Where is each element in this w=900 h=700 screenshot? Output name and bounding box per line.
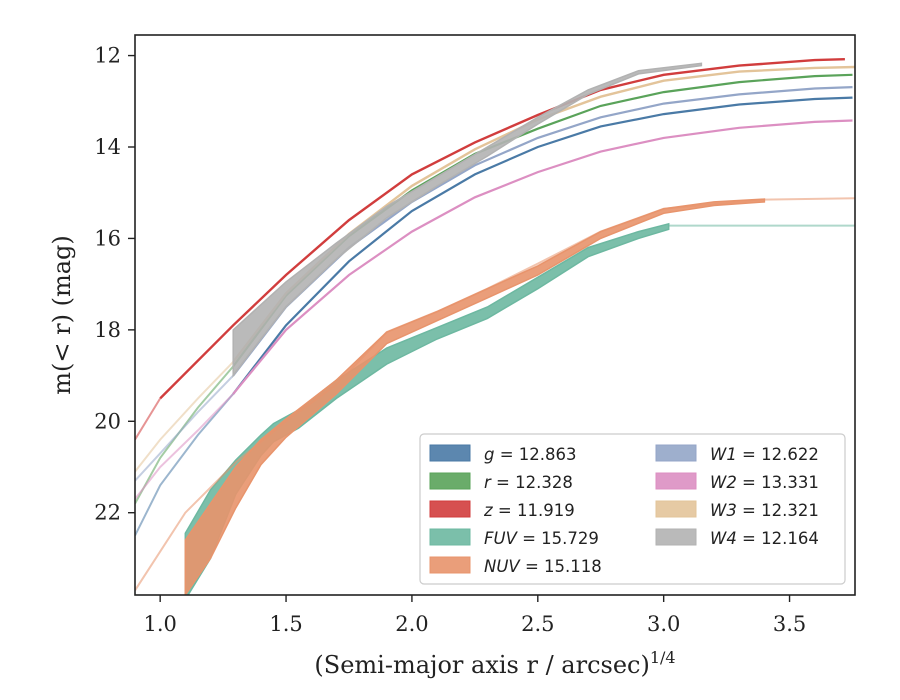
y-tick-label: 18 <box>94 318 121 342</box>
legend-label: r = 12.328 <box>484 473 573 492</box>
legend-swatch <box>655 472 697 490</box>
series-w1-extrapolation <box>135 374 234 482</box>
legend-swatch <box>655 500 697 518</box>
series-g-line <box>232 96 853 395</box>
legend-label: z = 11.919 <box>483 501 575 520</box>
legend-swatch <box>655 528 697 546</box>
x-tick-label: 2.5 <box>521 612 554 636</box>
legend-item-nuv: NUV = 15.118 <box>429 556 602 576</box>
series-w1-line <box>232 86 853 377</box>
legend-box <box>419 433 846 585</box>
series-w3-extrapolation <box>135 361 234 473</box>
legend-label: W1 = 12.622 <box>710 445 819 464</box>
y-tick-label: 20 <box>94 409 121 433</box>
x-tick-label: 3.0 <box>647 612 680 636</box>
legend-item-w4: W4 = 12.164 <box>655 528 819 548</box>
legend-swatch <box>429 472 471 490</box>
legend-item-w3: W3 = 12.321 <box>655 500 819 520</box>
legend-swatch <box>429 528 471 546</box>
series-w4-band <box>232 62 703 378</box>
legend-swatch <box>655 444 697 462</box>
legend-item-r: r = 12.328 <box>429 472 573 492</box>
y-tick-label: 14 <box>94 135 121 159</box>
legend-label: NUV = 15.118 <box>484 557 602 576</box>
series-layer <box>135 58 855 595</box>
plot-frame <box>134 34 856 596</box>
legend-item-w1: W1 = 12.622 <box>655 444 819 464</box>
y-tick-label: 22 <box>94 501 121 525</box>
legend-label: W4 = 12.164 <box>710 529 819 548</box>
series-z-line <box>159 58 845 400</box>
legend-label: W2 = 13.331 <box>710 473 819 492</box>
legend-item-fuv: FUV = 15.729 <box>429 528 599 548</box>
x-tick-label: 2.0 <box>395 612 428 636</box>
ticks-layer: 1.0 1.5 2.0 2.5 3.0 3.5 12 14 16 18 20 22 <box>94 44 806 636</box>
legend-swatch <box>429 500 471 518</box>
series-w2-extrapolation <box>135 393 234 500</box>
legend-item-w2: W2 = 13.331 <box>655 472 819 492</box>
legend-swatch <box>429 556 471 574</box>
x-axis-label: (Semi-major axis r / arcsec)1/4 <box>314 648 675 679</box>
legend-item-g: g = 12.863 <box>429 444 577 464</box>
y-axis-label: m(< r) (mag) <box>48 235 76 394</box>
series-g-extrapolation <box>135 393 234 537</box>
legend-label: W3 = 12.321 <box>710 501 819 520</box>
x-tick-label: 1.5 <box>269 612 302 636</box>
series-nuv-band <box>184 198 766 595</box>
legend-swatch <box>429 444 471 462</box>
x-tick-label: 1.0 <box>143 612 176 636</box>
y-tick-label: 12 <box>94 44 121 68</box>
legend-label: FUV = 15.729 <box>484 529 599 548</box>
x-tick-label: 3.5 <box>773 612 806 636</box>
legend: g = 12.863 r = 12.328 z = 11.919 FUV = 15.7… <box>419 433 846 585</box>
series-z-extrapolation <box>135 397 162 441</box>
legend-item-z: z = 11.919 <box>429 500 575 520</box>
series-w2-line <box>232 119 853 395</box>
legend-label: g = 12.863 <box>484 445 577 464</box>
y-tick-label: 16 <box>94 226 121 250</box>
